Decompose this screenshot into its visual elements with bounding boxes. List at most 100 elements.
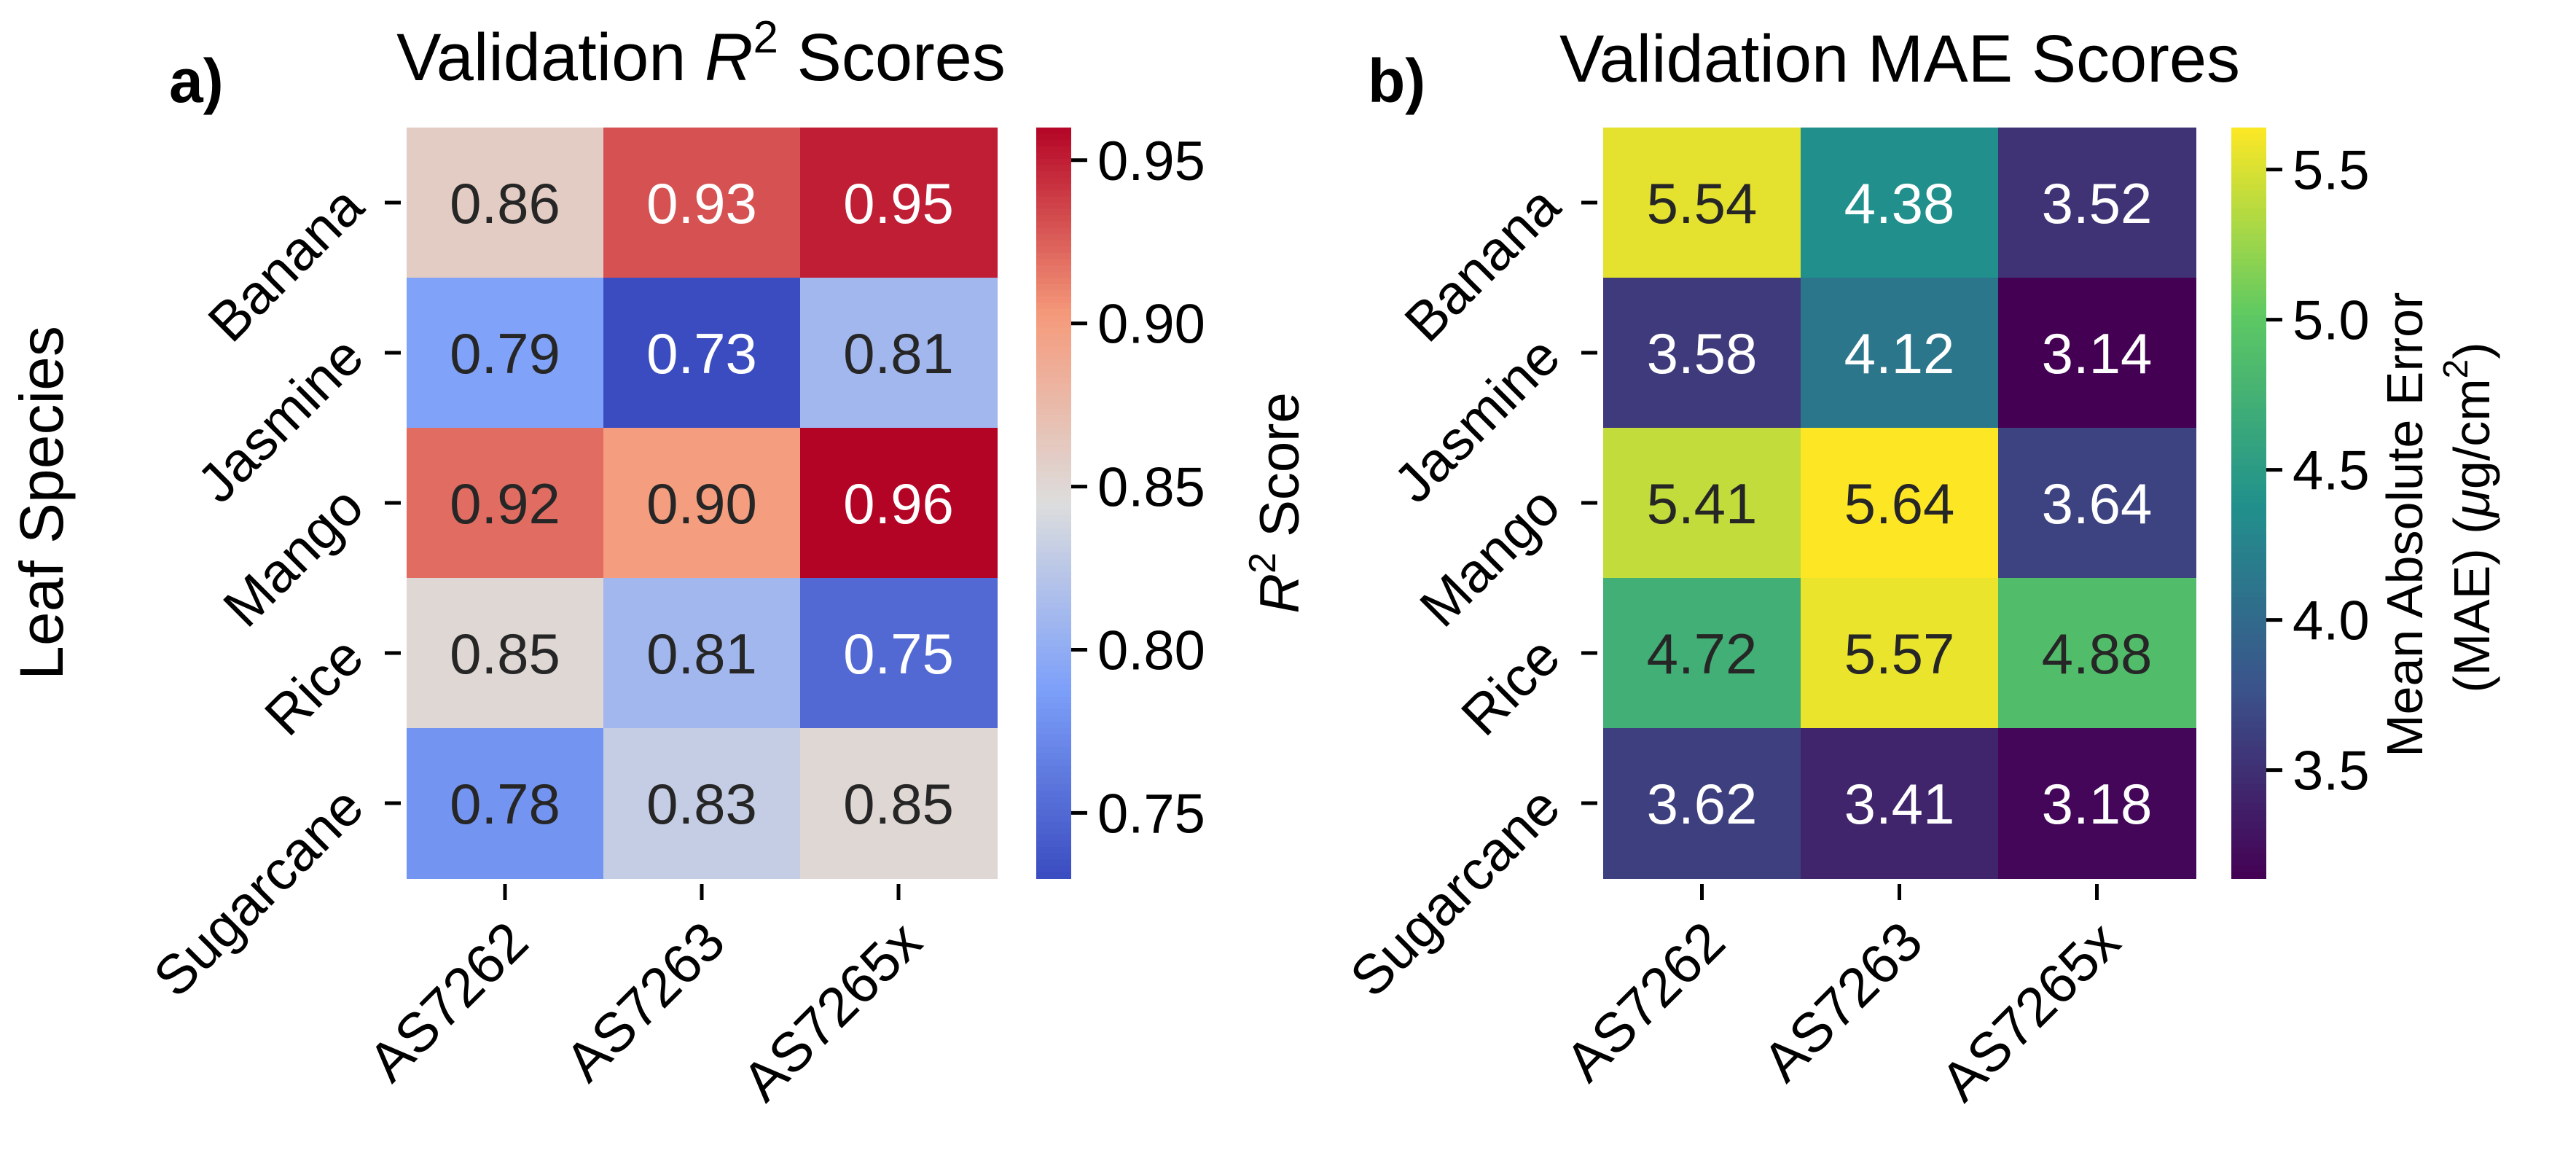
heatmap-b-cells: 5.54 4.38 3.52 3.58 4.12 3.14 5.41 5.64 3.64 4.72… — [1603, 128, 2196, 879]
colorbar-b-segment — [2231, 596, 2266, 604]
heatmap-b-cell — [1998, 278, 2196, 429]
colorbar-b-segment — [2231, 146, 2266, 154]
colorbar-b-segment — [2231, 227, 2266, 235]
heatmap-b-row-label: Sugarcane — [1339, 775, 1572, 1009]
heatmap-a-value-label: 0.85 — [843, 772, 954, 836]
colorbar-b-segment — [2231, 834, 2266, 842]
colorbar-b-segment — [2231, 865, 2266, 873]
heatmap-a-row-label: Jasmine — [186, 325, 375, 515]
heatmap-a-column-label: AS7262 — [357, 910, 540, 1093]
colorbar-a-tick-label: 0.90 — [1097, 294, 1205, 356]
heatmap-a-cell — [800, 578, 998, 729]
colorbar-b-segment — [2231, 346, 2266, 353]
heatmap-a-cell — [603, 278, 801, 429]
colorbar-a-segment — [1036, 133, 1071, 141]
colorbar-a-segment — [1036, 171, 1071, 179]
colorbar-b-segment — [2231, 221, 2266, 229]
colorbar-b-tick-label: 4.0 — [2293, 590, 2370, 652]
colorbar-a-segment — [1036, 703, 1071, 711]
colorbar-a-segment — [1036, 740, 1071, 748]
heatmap-a-value-label: 0.96 — [843, 472, 954, 536]
colorbar-a-segment — [1036, 472, 1071, 479]
colorbar-a-segment — [1036, 615, 1071, 623]
colorbar-b-segment — [2231, 765, 2266, 773]
colorbar-a-segment — [1036, 140, 1071, 147]
heatmap-b-cell — [1801, 428, 1999, 579]
heatmap-b-value-label: 3.52 — [2042, 171, 2153, 235]
colorbar-b-segment — [2231, 709, 2266, 716]
colorbar-b-segment — [2231, 759, 2266, 767]
colorbar-b-segment — [2231, 353, 2266, 360]
panel-b-title: Validation MAE Scores — [1559, 22, 2240, 96]
colorbar-a-segment — [1036, 547, 1071, 554]
colorbar-a-segment — [1036, 177, 1071, 185]
colorbar-a-segment — [1036, 458, 1071, 466]
colorbar-a-segment — [1036, 434, 1071, 442]
colorbar-a-segment — [1036, 859, 1071, 867]
colorbar-a-segment — [1036, 196, 1071, 203]
colorbar-a-segment — [1036, 278, 1071, 285]
heatmap-a-cell — [603, 728, 801, 879]
heatmap-b-value-label: 4.38 — [1844, 171, 1955, 235]
colorbar-b-segment — [2231, 697, 2266, 704]
colorbar-a-segment — [1036, 315, 1071, 323]
colorbar-a-segment — [1036, 578, 1071, 585]
colorbar-b-segment — [2231, 653, 2266, 660]
colorbar-b-segment — [2231, 778, 2266, 786]
colorbar-b-label: Mean Absolute Error (MAE) (μg/cm2) — [2376, 278, 2500, 757]
colorbar-b-segment — [2231, 728, 2266, 735]
colorbar-a-tick-label: 0.85 — [1097, 457, 1205, 519]
colorbar-a-segment — [1036, 734, 1071, 742]
colorbar-a-segment — [1036, 271, 1071, 278]
colorbar-b-segment — [2231, 578, 2266, 585]
colorbar-a-segment — [1036, 465, 1071, 473]
colorbar-b-segment — [2231, 872, 2266, 879]
colorbar-b-label-line1: Mean Absolute Error — [2376, 292, 2433, 757]
colorbar-b-segment — [2231, 259, 2266, 266]
colorbar-b-segment — [2231, 490, 2266, 498]
heatmap-b-cell — [1998, 578, 2196, 729]
colorbar-b-segment — [2231, 302, 2266, 310]
colorbar-b-segment — [2231, 453, 2266, 460]
colorbar-a-segment — [1036, 165, 1071, 173]
colorbar-a-segment — [1036, 622, 1071, 629]
colorbar-b-segment — [2231, 171, 2266, 179]
colorbar-a-segment — [1036, 678, 1071, 685]
colorbar-a-tick-label: 0.80 — [1097, 620, 1205, 682]
colorbar-b-segment — [2231, 552, 2266, 560]
colorbar-b-segment — [2231, 434, 2266, 442]
heatmap-b-cell — [1603, 728, 1801, 879]
colorbar-a-segment — [1036, 609, 1071, 617]
colorbar-a-segment — [1036, 302, 1071, 310]
colorbar-b-segment — [2231, 609, 2266, 617]
colorbar-b-segment — [2231, 278, 2266, 285]
heatmap-b-value-label: 4.88 — [2042, 622, 2153, 686]
colorbar-a-segment — [1036, 653, 1071, 660]
colorbar-a-segment — [1036, 790, 1071, 798]
colorbar-b-segment — [2231, 847, 2266, 854]
colorbar-b-segment — [2231, 590, 2266, 598]
colorbar-a-segment — [1036, 353, 1071, 360]
colorbar-a-segment — [1036, 709, 1071, 716]
panel-a-label: a) — [169, 47, 224, 115]
colorbar-a-segment — [1036, 722, 1071, 729]
colorbar-b-segment — [2231, 509, 2266, 517]
colorbar-b-segment — [2231, 265, 2266, 273]
colorbar-b-segment — [2231, 365, 2266, 372]
heatmap-b-column-label: AS7265x — [1929, 910, 2131, 1113]
colorbar-a-segment — [1036, 428, 1071, 435]
colorbar-a-segment — [1036, 759, 1071, 767]
colorbar-b-segment — [2231, 603, 2266, 610]
colorbar-a-segment — [1036, 321, 1071, 329]
colorbar-b-segment — [2231, 334, 2266, 341]
heatmap-a-cell — [800, 128, 998, 278]
colorbar-b-segment — [2231, 659, 2266, 667]
colorbar-a-segment — [1036, 203, 1071, 210]
colorbar-a-segment — [1036, 359, 1071, 367]
colorbar-a-segment — [1036, 684, 1071, 692]
colorbar-b-segment — [2231, 628, 2266, 636]
colorbar-a-segment — [1036, 816, 1071, 823]
